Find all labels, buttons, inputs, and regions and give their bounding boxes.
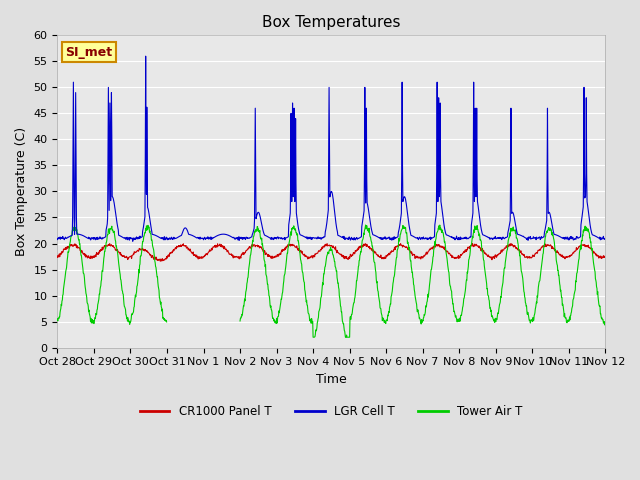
Legend: CR1000 Panel T, LGR Cell T, Tower Air T: CR1000 Panel T, LGR Cell T, Tower Air T — [135, 400, 527, 423]
X-axis label: Time: Time — [316, 373, 347, 386]
Text: SI_met: SI_met — [66, 46, 113, 59]
Title: Box Temperatures: Box Temperatures — [262, 15, 401, 30]
Y-axis label: Box Temperature (C): Box Temperature (C) — [15, 127, 28, 256]
